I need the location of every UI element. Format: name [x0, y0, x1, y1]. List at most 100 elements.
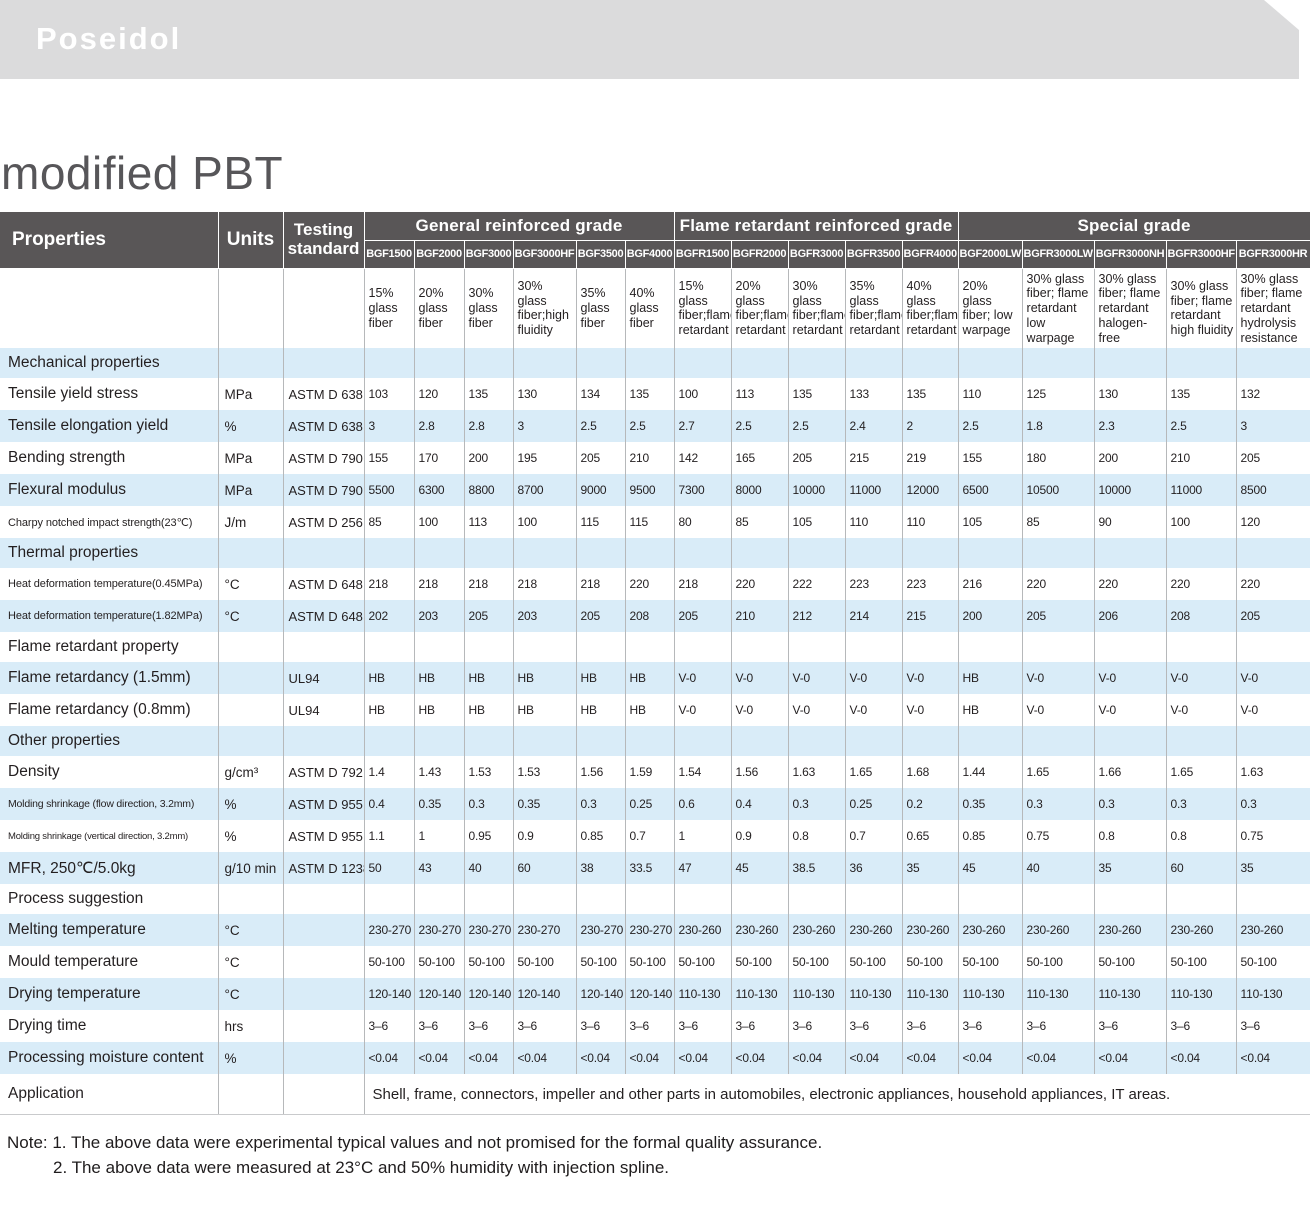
value-cell: 2	[901, 410, 959, 443]
standard-cell	[282, 884, 364, 915]
property-label: Heat deformation temperature(1.82MPa)	[8, 610, 203, 623]
property-label: Drying time	[8, 1017, 87, 1035]
value-cell: <0.04	[730, 1042, 789, 1075]
value-cell: HB	[463, 694, 513, 727]
value-cell: 3–6	[957, 1010, 1023, 1043]
value-cell: 50-100	[575, 946, 625, 979]
value-cell: 2.5	[787, 410, 846, 443]
value-cell: 11000	[844, 474, 903, 507]
value-cell: <0.04	[673, 1042, 732, 1075]
standard-cell	[282, 914, 364, 947]
value-cell: 223	[901, 568, 959, 601]
value-cell: 205	[673, 600, 732, 633]
value-cell: 222	[787, 568, 846, 601]
table-row: Heat deformation temperature(1.82MPa) °C A…	[0, 600, 1310, 633]
note-line: Note: 1. The above data were experimenta…	[7, 1133, 823, 1152]
value-cell: 45	[730, 852, 789, 885]
value-cell: 1.65	[1021, 756, 1095, 789]
value-cell: HB	[624, 662, 675, 695]
value-cell: 50-100	[844, 946, 903, 979]
value-cell: 230-260	[1235, 914, 1310, 947]
value-cell: 50-100	[512, 946, 576, 979]
value-cell: V-0	[1235, 662, 1310, 695]
value-cell: 36	[844, 852, 903, 885]
value-cell: V-0	[1021, 662, 1095, 695]
empty-cell	[463, 884, 513, 915]
table-row: Application Shell, frame, connectors, imp…	[0, 1074, 1310, 1115]
value-cell: 0.65	[901, 820, 959, 853]
value-cell: 203	[413, 600, 464, 633]
value-cell: 120-140	[413, 978, 464, 1011]
value-cell: 210	[730, 600, 789, 633]
value-cell: 7300	[673, 474, 732, 507]
grade-description-cell: 30% glass fiber; flame retardant low war…	[1021, 268, 1095, 349]
value-cell: 219	[901, 442, 959, 475]
value-cell: <0.04	[1093, 1042, 1167, 1075]
value-cell: 0.2	[901, 788, 959, 821]
empty-cell	[1235, 726, 1310, 757]
grade-header-row: BGF1500 BGF2000 BGF3000 BGF3000HF BGF3500 BGF…	[0, 240, 1310, 269]
value-cell: 0.3	[1021, 788, 1095, 821]
value-cell: HB	[957, 662, 1023, 695]
property-label: Drying temperature	[8, 985, 141, 1003]
value-cell: 8700	[512, 474, 576, 507]
empty-cell	[363, 538, 414, 569]
value-cell: HB	[575, 694, 625, 727]
page-title: modified PBT	[1, 147, 284, 199]
empty-cell	[730, 726, 789, 757]
standard-cell	[282, 1010, 364, 1043]
property-label: Flexural modulus	[8, 481, 127, 499]
value-cell: 113	[463, 506, 513, 539]
value-cell: 35	[1235, 852, 1310, 885]
value-cell: 220	[1235, 568, 1310, 601]
empty-cell	[575, 632, 625, 663]
property-label: Molding shrinkage (vertical direction, 3…	[8, 830, 189, 842]
value-cell: 110-130	[901, 978, 959, 1011]
value-cell: 0.3	[1093, 788, 1167, 821]
empty-cell	[730, 348, 789, 379]
grade-description-cell: 20% glass fiber	[413, 268, 464, 349]
pbt-spec-table: Properties Units Testing standard Genera…	[0, 212, 1310, 1115]
grade-description-cell: 15% glass fiber;flame retardant	[673, 268, 732, 349]
standard-cell: ASTM D 1238	[282, 852, 364, 885]
grade-description-cell: 35% glass fiber	[575, 268, 625, 349]
unit-cell: °C	[217, 946, 283, 979]
empty-cell	[413, 726, 464, 757]
empty-cell	[624, 884, 675, 915]
standard-cell	[282, 538, 364, 569]
value-cell: 2.4	[844, 410, 903, 443]
value-cell: 90	[1093, 506, 1167, 539]
value-cell: 215	[844, 442, 903, 475]
value-cell: V-0	[1093, 662, 1167, 695]
value-cell: 135	[1165, 378, 1237, 411]
standard-cell: ASTM D 638	[282, 378, 364, 411]
value-cell: 230-260	[1165, 914, 1237, 947]
grade-description-cell: 20% glass fiber; low warpage	[957, 268, 1023, 349]
value-cell: <0.04	[575, 1042, 625, 1075]
value-cell: 0.7	[844, 820, 903, 853]
value-cell: 130	[512, 378, 576, 411]
value-cell: 218	[463, 568, 513, 601]
grade-description-cell: 20% glass fiber;flame retardant	[730, 268, 789, 349]
empty-cell	[413, 538, 464, 569]
standard-cell	[282, 978, 364, 1011]
empty-cell	[624, 632, 675, 663]
value-cell: 115	[575, 506, 625, 539]
value-cell: 0.6	[673, 788, 732, 821]
value-cell: 80	[673, 506, 732, 539]
property-label: Flame retardancy (1.5mm)	[8, 669, 191, 687]
value-cell: 110	[844, 506, 903, 539]
table-row: Tensile yield stress MPa ASTM D 638 103 120 1…	[0, 378, 1310, 411]
value-cell: 218	[512, 568, 576, 601]
value-cell: 3–6	[463, 1010, 513, 1043]
empty-cell	[1093, 538, 1167, 569]
description-row: 15% glass fiber 20% glass fiber 30% glass …	[0, 268, 1310, 349]
empty-cell	[1021, 348, 1095, 379]
value-cell: 215	[901, 600, 959, 633]
value-cell: 1.63	[787, 756, 846, 789]
value-cell: 206	[1093, 600, 1167, 633]
section-label: Process suggestion	[8, 890, 144, 908]
value-cell: 0.85	[957, 820, 1023, 853]
table-row: Mould temperature °C 50-100 50-100 50-100 50-…	[0, 946, 1310, 979]
value-cell: 110-130	[787, 978, 846, 1011]
